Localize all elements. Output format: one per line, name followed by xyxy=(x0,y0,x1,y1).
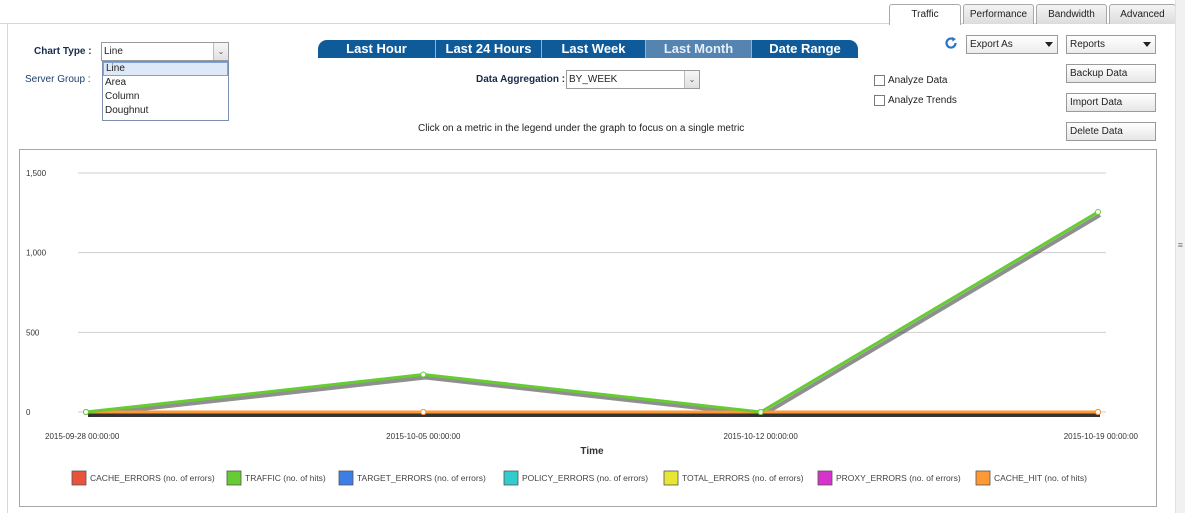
legend-label: CACHE_HIT (no. of hits) xyxy=(994,473,1087,483)
legend-swatch xyxy=(71,470,87,486)
tab-bandwidth[interactable]: Bandwidth xyxy=(1036,4,1107,24)
legend-swatch xyxy=(338,470,354,486)
aggregation-label: Data Aggregation : xyxy=(476,74,566,85)
analyze-trends-label: Analyze Trends xyxy=(888,95,957,106)
export-as-label: Export As xyxy=(970,39,1013,50)
time-range-bar: Last Hour Last 24 Hours Last Week Last M… xyxy=(318,40,858,58)
traffic-line-chart: 0 500 1,000 1,500 2015-09-28 00:00:00 2015-10… xyxy=(26,169,1139,486)
reports-select[interactable]: Reports xyxy=(1066,35,1156,54)
legend-swatch xyxy=(975,470,991,486)
last-month-button[interactable]: Last Month xyxy=(646,40,752,58)
legend-label: PROXY_ERRORS (no. of errors) xyxy=(836,473,961,483)
legend-swatch xyxy=(503,470,519,486)
caret-down-icon xyxy=(1143,42,1151,47)
analyze-data-label: Analyze Data xyxy=(888,75,948,86)
y-tick-label: 1,000 xyxy=(26,249,47,258)
x-axis-title: Time xyxy=(580,446,604,457)
x-tick-label: 2015-10-12 00:00:00 xyxy=(724,432,799,441)
chevron-down-icon[interactable]: ⌄ xyxy=(213,43,228,60)
data-point xyxy=(1095,409,1101,415)
chart-type-select[interactable]: Line ⌄ xyxy=(101,42,229,61)
server-group-label: Server Group : xyxy=(25,74,91,85)
tab-advanced[interactable]: Advanced xyxy=(1109,4,1176,24)
legend-swatch xyxy=(663,470,679,486)
tab-performance[interactable]: Performance xyxy=(963,4,1034,24)
data-point xyxy=(420,409,427,415)
x-tick-label: 2015-10-19 00:00:00 xyxy=(1064,432,1139,441)
aggregation-select[interactable]: BY_WEEK ⌄ xyxy=(566,70,700,89)
legend-label: TARGET_ERRORS (no. of errors) xyxy=(357,473,486,483)
data-point xyxy=(1095,209,1101,216)
legend-label: CACHE_ERRORS (no. of errors) xyxy=(90,473,215,483)
data-point xyxy=(83,409,89,415)
backup-data-button[interactable]: Backup Data xyxy=(1066,64,1156,83)
aggregation-value: BY_WEEK xyxy=(569,74,618,85)
last-week-button[interactable]: Last Week xyxy=(542,40,646,58)
chart-panel: 0 500 1,000 1,500 2015-09-28 00:00:00 2015-10… xyxy=(19,149,1157,507)
series-shadow xyxy=(87,213,1102,418)
scroll-grip-icon[interactable]: ≡ xyxy=(1177,240,1183,250)
data-point xyxy=(757,409,764,415)
vertical-scrollbar[interactable]: ≡ xyxy=(1175,0,1185,513)
chart-type-dropdown[interactable]: Line Area Column Doughnut xyxy=(102,61,229,121)
legend-hint: Click on a metric in the legend under th… xyxy=(418,123,745,134)
x-tick-label: 2015-09-28 00:00:00 xyxy=(45,432,120,441)
last-24-hours-button[interactable]: Last 24 Hours xyxy=(436,40,542,58)
analyze-data-checkbox[interactable] xyxy=(874,75,885,86)
chart-type-label: Chart Type : xyxy=(34,46,92,57)
chevron-down-icon[interactable]: ⌄ xyxy=(684,71,699,88)
import-data-button[interactable]: Import Data xyxy=(1066,93,1156,112)
chart-type-option-line[interactable]: Line xyxy=(103,62,228,76)
data-point xyxy=(420,371,427,378)
date-range-button[interactable]: Date Range xyxy=(769,41,841,56)
legend-swatch xyxy=(817,470,833,486)
refresh-icon[interactable] xyxy=(944,36,958,50)
y-tick-label: 500 xyxy=(26,328,40,337)
caret-down-icon xyxy=(1045,42,1053,47)
legend-label: TOTAL_ERRORS (no. of errors) xyxy=(682,473,804,483)
export-as-select[interactable]: Export As xyxy=(966,35,1058,54)
chart-type-option-column[interactable]: Column xyxy=(105,91,140,102)
tab-traffic[interactable]: Traffic xyxy=(889,4,961,25)
last-hour-button[interactable]: Last Hour xyxy=(318,40,436,58)
y-tick-label: 0 xyxy=(26,408,31,417)
legend-label: TRAFFIC (no. of hits) xyxy=(245,473,326,483)
chart-type-option-doughnut[interactable]: Doughnut xyxy=(105,105,149,116)
chart-type-option-area[interactable]: Area xyxy=(105,77,127,88)
delete-data-button[interactable]: Delete Data xyxy=(1066,122,1156,141)
chart-type-value: Line xyxy=(104,46,123,57)
series-line xyxy=(85,210,1099,414)
legend-label: POLICY_ERRORS (no. of errors) xyxy=(522,473,648,483)
y-tick-label: 1,500 xyxy=(26,169,47,178)
x-tick-label: 2015-10-05 00:00:00 xyxy=(386,432,461,441)
legend-swatch xyxy=(226,470,242,486)
reports-label: Reports xyxy=(1070,39,1106,50)
analyze-trends-checkbox[interactable] xyxy=(874,95,885,106)
